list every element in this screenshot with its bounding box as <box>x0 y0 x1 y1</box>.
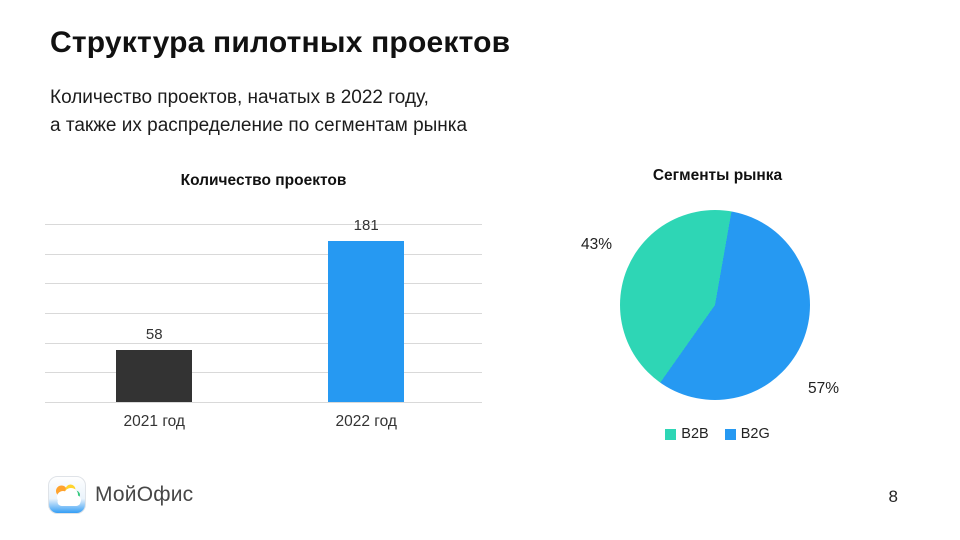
subtitle-line-1: Количество проектов, начатых в 2022 году… <box>50 87 429 108</box>
myoffice-logo: МойОфис <box>48 476 193 514</box>
pie-slice-label-b2g: 57% <box>808 380 840 397</box>
legend-label-b2b: B2B <box>681 426 709 442</box>
bar-value-label: 58 <box>145 326 163 344</box>
bar-2021 год <box>116 350 193 402</box>
page-number: 8 <box>888 487 898 506</box>
bar-category-label: 2021 год <box>123 413 185 430</box>
pie-graphic <box>620 210 810 400</box>
gridline <box>45 224 482 225</box>
legend-swatch-b2b <box>665 428 677 440</box>
legend-item-b2g: B2G <box>724 426 770 442</box>
legend-item-b2b: B2B <box>665 426 709 442</box>
pie-slice-label-b2b: 43% <box>581 236 613 253</box>
slide-title: Структура пилотных проектов <box>50 26 511 59</box>
slide-subtitle: Количество проектов, начатых в 2022 году… <box>50 84 467 139</box>
gridline <box>45 342 482 344</box>
bar-2022 год <box>328 240 405 402</box>
gridline <box>45 253 482 255</box>
gridline <box>45 372 482 374</box>
myoffice-logo-text: МойОфис <box>95 483 194 506</box>
gridline <box>45 402 482 403</box>
legend-swatch-b2g <box>724 428 736 440</box>
myoffice-logo-icon <box>48 476 86 514</box>
subtitle-line-2: а также их распределение по сегментам ры… <box>50 114 468 136</box>
bar-chart-title: Количество проектов <box>180 172 347 189</box>
pie-chart-title: Сегменты рынка <box>652 167 783 184</box>
bar-plot: 58 2021 год 181 2022 год <box>45 217 482 430</box>
gridline <box>45 313 482 314</box>
bar-category-label: 2022 год <box>335 413 397 430</box>
bar-value-label: 181 <box>353 216 379 234</box>
gridline <box>45 283 482 285</box>
pie-legend: B2B B2G <box>600 426 835 442</box>
legend-label-b2g: B2G <box>740 426 770 442</box>
